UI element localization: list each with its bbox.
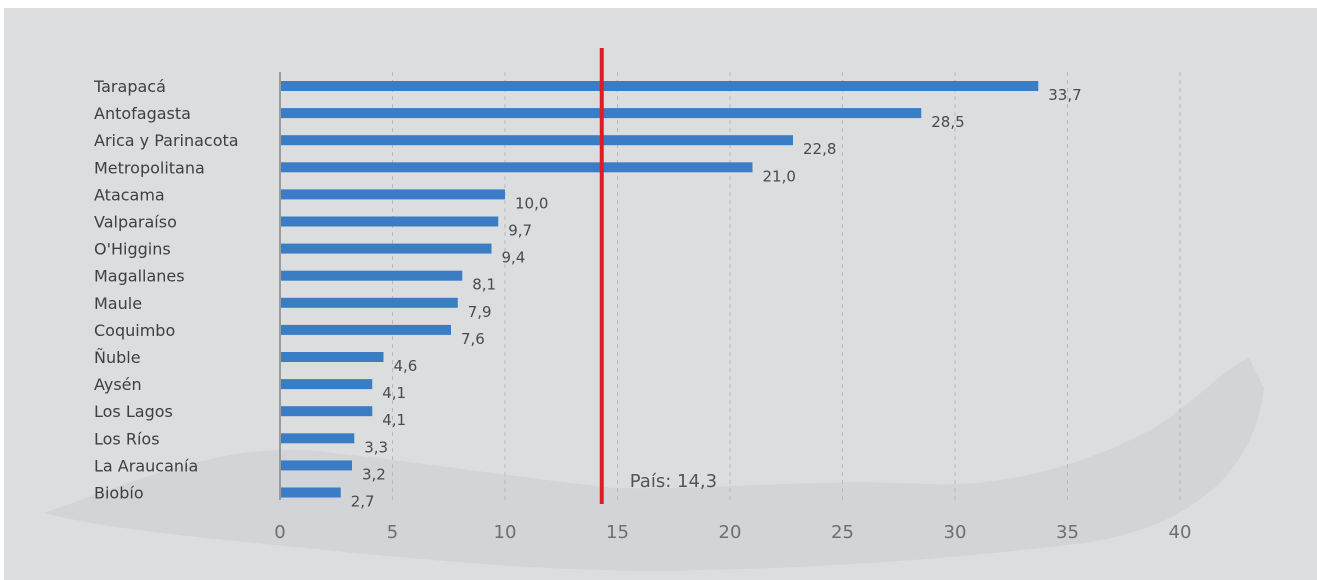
value-label-14: 3,2 (362, 465, 386, 483)
x-tick-label-20: 20 (719, 522, 742, 543)
bar-3 (281, 162, 753, 173)
bar-12 (281, 406, 373, 417)
category-label-2: Arica y Parinacota (94, 131, 239, 150)
map-silhouette-shape (44, 358, 1264, 571)
value-label-11: 4,1 (382, 384, 406, 402)
x-tick-label-40: 40 (1169, 522, 1192, 543)
x-tick-labels: 0 5 10 15 20 25 30 35 40 (274, 522, 1191, 543)
value-label-9: 7,6 (461, 330, 485, 348)
bar-15 (281, 487, 341, 498)
value-label-12: 4,1 (382, 411, 406, 429)
bar-6 (281, 243, 492, 254)
category-labels: Tarapacá Antofagasta Arica y Parinacota Met… (93, 77, 239, 503)
bar-10 (281, 352, 384, 362)
category-label-15: Biobío (94, 484, 144, 503)
value-label-1: 28,5 (931, 113, 964, 131)
bar-7 (281, 270, 463, 281)
bar-2 (281, 135, 793, 146)
value-label-7: 8,1 (472, 276, 496, 294)
bars-group (281, 81, 1039, 498)
map-silhouette (44, 358, 1264, 571)
x-tick-label-5: 5 (387, 522, 398, 543)
value-label-6: 9,4 (502, 249, 526, 267)
bar-chart: Tarapacá Antofagasta Arica y Parinacota Met… (44, 48, 1264, 571)
category-label-9: Coquimbo (94, 321, 175, 340)
value-labels: 33,7 28,5 22,8 21,0 10,0 9,7 9,4 8,1 7,9 7,6 4,6 4,… (351, 86, 1082, 511)
x-tick-label-0: 0 (274, 522, 285, 543)
category-label-5: Valparaíso (94, 213, 177, 232)
value-label-3: 21,0 (763, 167, 796, 185)
value-label-8: 7,9 (468, 303, 492, 321)
bar-5 (281, 216, 499, 227)
category-label-6: O'Higgins (94, 240, 171, 259)
grid-lines (279, 72, 1181, 500)
x-tick-label-35: 35 (1056, 522, 1079, 543)
category-label-4: Atacama (94, 185, 165, 204)
value-label-4: 10,0 (515, 194, 548, 212)
chart-panel: Tarapacá Antofagasta Arica y Parinacota Met… (4, 8, 1317, 580)
category-label-13: Los Ríos (94, 429, 160, 448)
category-label-1: Antofagasta (94, 104, 191, 123)
x-tick-label-15: 15 (606, 522, 629, 543)
category-label-8: Maule (94, 294, 142, 313)
x-tick-label-30: 30 (944, 522, 967, 543)
value-label-10: 4,6 (394, 357, 418, 375)
bar-8 (281, 297, 458, 308)
bar-4 (281, 189, 505, 200)
x-tick-label-10: 10 (494, 522, 517, 543)
bar-14 (281, 460, 352, 471)
value-label-2: 22,8 (803, 140, 836, 158)
reference-line-group: País: 14,3 (599, 48, 717, 504)
x-tick-label-25: 25 (831, 522, 854, 543)
value-label-0: 33,7 (1048, 86, 1081, 104)
value-label-5: 9,7 (508, 222, 532, 240)
reference-line-label: País: 14,3 (630, 471, 717, 492)
category-label-7: Magallanes (94, 267, 185, 286)
category-label-0: Tarapacá (93, 77, 166, 96)
bar-9 (281, 324, 451, 335)
category-label-14: La Araucanía (94, 456, 198, 475)
value-label-13: 3,3 (364, 438, 388, 456)
bar-11 (281, 379, 373, 390)
bar-13 (281, 433, 355, 444)
category-label-12: Los Lagos (94, 402, 173, 421)
value-label-15: 2,7 (351, 493, 375, 511)
bar-0 (281, 81, 1039, 91)
category-label-10: Ñuble (94, 348, 141, 367)
category-label-3: Metropolitana (94, 158, 205, 177)
category-label-11: Aysén (94, 375, 142, 394)
